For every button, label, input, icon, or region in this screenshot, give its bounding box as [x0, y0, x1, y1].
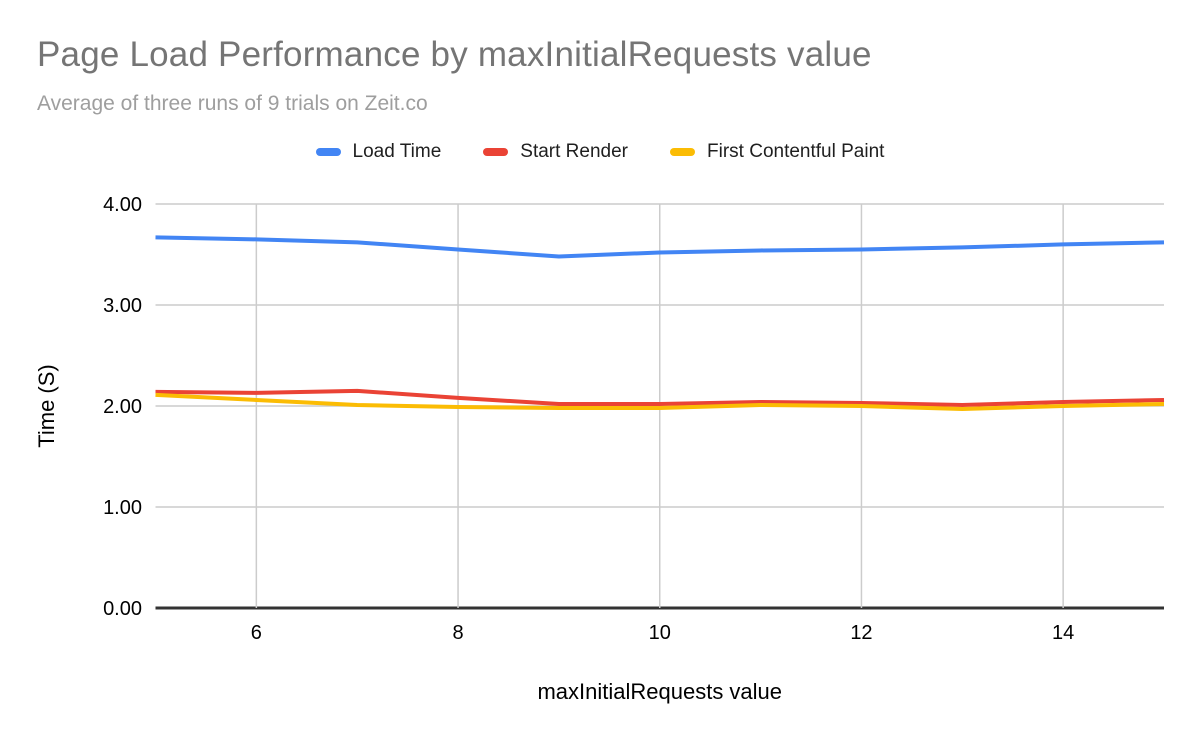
- legend-label: Load Time: [352, 141, 442, 162]
- series-line-start-render: [155, 388, 1165, 407]
- legend-item-start-render: Start Render: [483, 141, 628, 163]
- y-tick-label: 2.00: [103, 396, 142, 418]
- y-tick-label: 4.00: [103, 194, 142, 216]
- legend-item-first-contentful-paint: First Contentful Paint: [670, 141, 884, 163]
- x-axis-title: maxInitialRequests value: [537, 679, 782, 704]
- series-line-first-contentful-paint: [155, 392, 1165, 412]
- legend-item-load-time: Load Time: [315, 141, 442, 163]
- legend: Load Time Start Render First Contentful Pa…: [0, 141, 1200, 163]
- legend-swatch-start-render: [483, 148, 509, 156]
- x-tick-label: 14: [1052, 622, 1074, 644]
- legend-label: First Contentful Paint: [707, 141, 885, 162]
- legend-swatch-first-contentful-paint: [670, 148, 696, 156]
- x-tick-label: 12: [850, 622, 872, 644]
- legend-swatch-load-time: [315, 148, 341, 156]
- x-tick-label: 10: [649, 622, 671, 644]
- x-tick-label: 6: [251, 622, 262, 644]
- series-line-load-time: [155, 235, 1165, 259]
- chart-subtitle: Average of three runs of 9 trials on Zei…: [37, 92, 428, 115]
- y-tick-label: 3.00: [103, 295, 142, 317]
- y-tick-label: 1.00: [103, 497, 142, 519]
- legend-label: Start Render: [520, 141, 629, 162]
- y-axis-title: Time (S): [34, 364, 59, 448]
- y-tick-label: 0.00: [103, 598, 142, 620]
- chart-title: Page Load Performance by maxInitialReque…: [37, 35, 872, 74]
- x-tick-label: 8: [452, 622, 463, 644]
